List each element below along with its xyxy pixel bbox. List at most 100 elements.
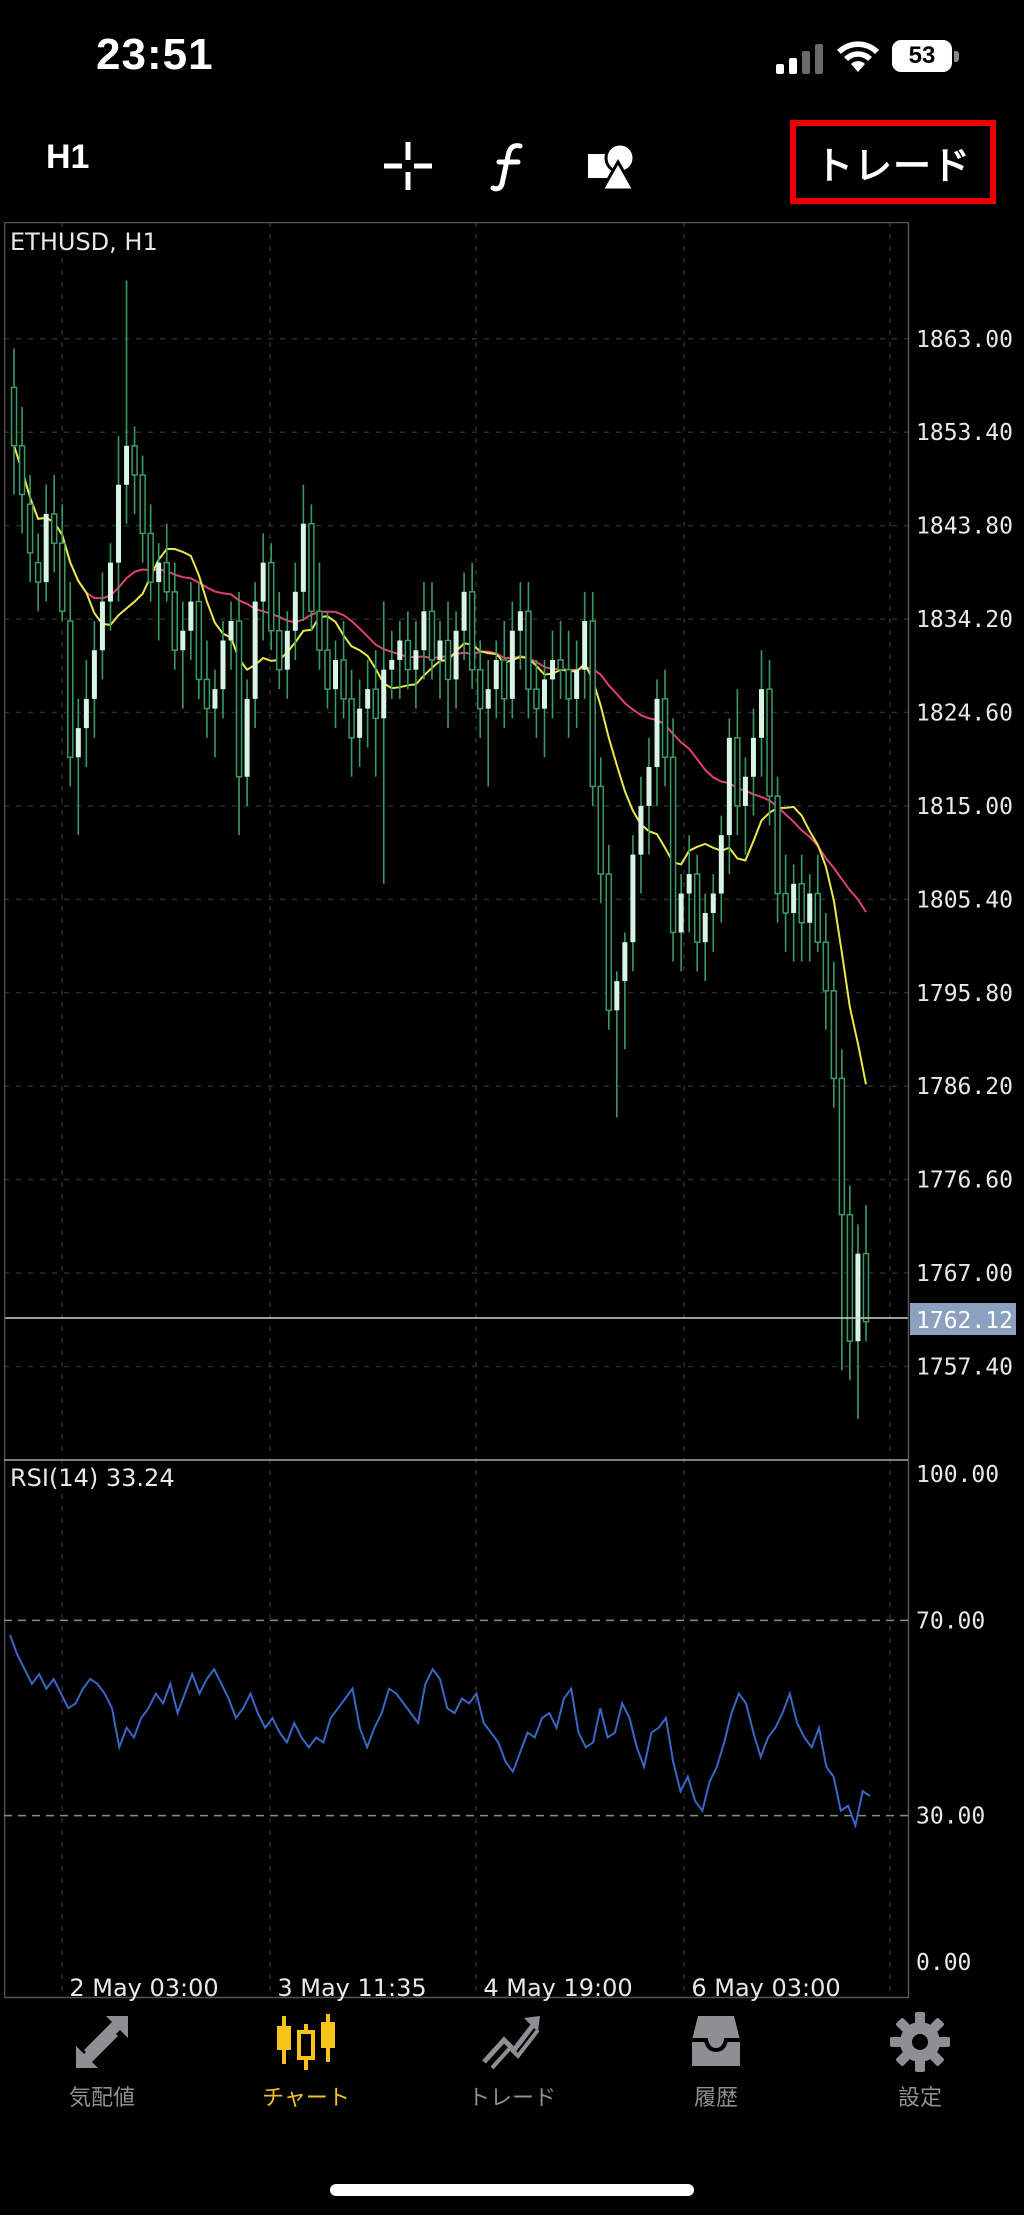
nav-label: 設定 [897, 2086, 942, 2111]
candle-body [525, 610, 532, 690]
bottom-navigation: 気配値 チャート トレード 履歴 [0, 2010, 1024, 2130]
function-icon[interactable] [482, 138, 538, 194]
time-tick-label: 4 May 19:00 [483, 1974, 632, 2002]
candle-body [195, 600, 203, 681]
price-tick-label: 1824.60 [916, 701, 1013, 727]
candle-body [348, 698, 355, 739]
nav-item-trade[interactable]: トレード [437, 2010, 587, 2112]
price-tick-label: 1767.00 [916, 1261, 1013, 1287]
price-chart[interactable]: 1863.00 1853.40 1843.80 1834.20 1824.60 1815.… [4, 222, 1020, 2012]
candle-body [702, 912, 708, 943]
candle-body [212, 689, 218, 709]
candle-body [372, 688, 379, 720]
candle-body [485, 689, 491, 709]
settings-icon [890, 2012, 950, 2072]
candle-body [357, 708, 363, 738]
candle-body [501, 659, 508, 700]
candle-body [605, 873, 613, 1012]
candle-body [476, 668, 484, 710]
candle-body [822, 941, 830, 992]
candle-body [171, 591, 179, 651]
rsi-axis: 100.00 70.00 30.00 0.00 [916, 1462, 999, 1976]
candle-body [67, 620, 74, 759]
candle-body [678, 893, 684, 933]
candle-body [742, 776, 748, 806]
candle-body [203, 678, 211, 710]
candle-body [235, 620, 243, 778]
candle-body [188, 601, 194, 631]
candle-body [550, 659, 556, 680]
candle-body [710, 893, 716, 913]
rsi-tick-label: 100.00 [916, 1462, 999, 1488]
candle-body [389, 659, 395, 670]
candle-body [654, 698, 660, 768]
candle-body [381, 669, 387, 719]
candle-body [774, 795, 781, 895]
candlesticks [10, 280, 870, 1420]
candle-body [582, 621, 588, 670]
candle-body [156, 562, 162, 583]
chart-icon [277, 2014, 335, 2070]
candle-body [397, 640, 403, 660]
price-axis: 1863.00 1853.40 1843.80 1834.20 1824.60 1815.… [916, 327, 1013, 1381]
candle-body [669, 756, 677, 934]
candle-body [252, 601, 258, 699]
candle-body [750, 737, 756, 777]
candle-body [557, 659, 564, 671]
candle-body [26, 503, 34, 554]
timeframe-button[interactable]: H1 [46, 138, 90, 176]
candle-body [862, 1252, 870, 1323]
candle-body [807, 893, 813, 923]
candle-body [300, 523, 306, 592]
nav-item-history[interactable]: 履歴 [641, 2010, 791, 2112]
candle-body [622, 942, 628, 982]
candle-body [10, 386, 18, 447]
candle-body [139, 474, 146, 535]
candle-body [107, 562, 113, 602]
objects-icon[interactable] [584, 138, 640, 194]
candle-body [846, 1213, 854, 1342]
nav-item-settings[interactable]: 設定 [845, 2010, 995, 2112]
price-tick-label: 1776.60 [916, 1168, 1013, 1194]
candle-body [782, 892, 789, 914]
candle-body [83, 698, 89, 729]
candle-body [163, 561, 170, 593]
candle-body [444, 639, 452, 681]
candle-body [693, 873, 701, 943]
candle-body [686, 874, 692, 894]
cellular-signal-icon [776, 44, 823, 74]
candle-body [468, 591, 476, 671]
candle-body [292, 591, 298, 631]
trade-button[interactable]: トレード [790, 120, 996, 204]
candle-body [91, 650, 97, 699]
time-axis: 2 May 03:00 3 May 11:35 4 May 19:00 6 May 0… [69, 1974, 840, 2002]
rsi-indicator [4, 1619, 908, 1829]
nav-item-chart[interactable]: チャート [231, 2010, 381, 2112]
crosshair-icon[interactable] [380, 138, 436, 194]
time-tick-label: 6 May 03:00 [691, 1974, 840, 2002]
symbol-label: ETHUSD, H1 [10, 228, 158, 256]
price-tick-label: 1815.00 [916, 794, 1013, 820]
nav-item-quotes[interactable]: 気配値 [27, 2010, 177, 2112]
candle-body [759, 689, 764, 738]
candle-body [116, 484, 121, 563]
candle-body [791, 883, 797, 913]
candle-body [855, 1253, 861, 1342]
candle-body [276, 630, 283, 671]
candle-body [589, 620, 596, 788]
candle-body [437, 640, 443, 660]
price-tick-label: 1757.40 [916, 1355, 1013, 1381]
candle-body [220, 640, 226, 690]
chart-grid [4, 222, 908, 1997]
status-time: 23:51 [96, 30, 214, 79]
home-indicator [330, 2184, 694, 2196]
candle-body [99, 601, 105, 651]
candle-body [766, 688, 773, 797]
battery-level: 53 [892, 40, 952, 72]
candle-body [630, 854, 636, 943]
candle-body [428, 610, 436, 661]
nav-label: 履歴 [693, 2086, 738, 2111]
candle-body [244, 698, 250, 777]
quotes-icon [76, 2016, 128, 2068]
candle-body [533, 688, 540, 710]
